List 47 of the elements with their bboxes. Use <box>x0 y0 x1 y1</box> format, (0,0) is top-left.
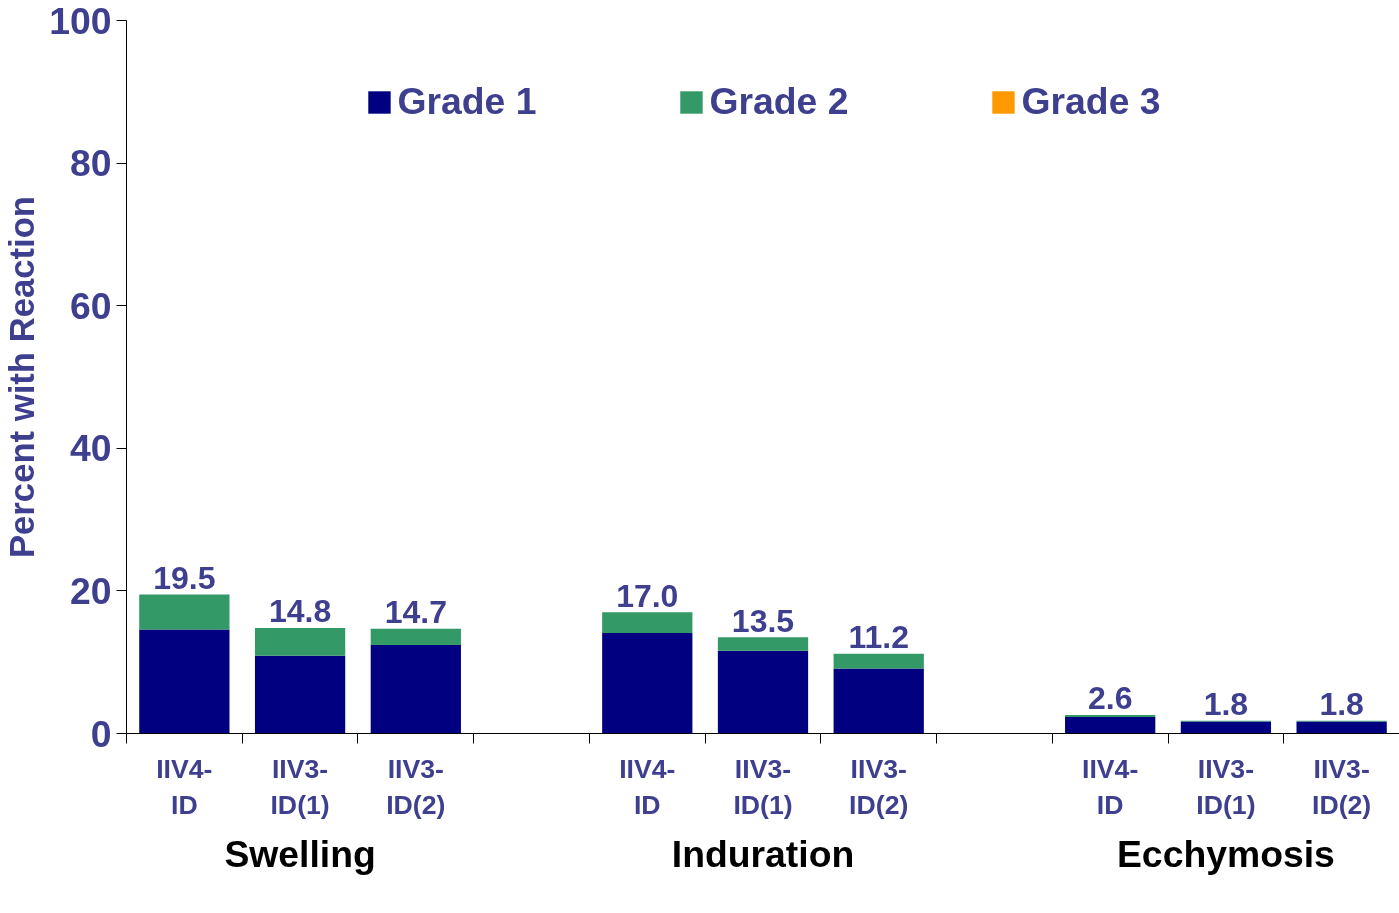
total-label: 19.5 <box>153 559 216 596</box>
total-label: 1.8 <box>1203 685 1249 722</box>
x-tick-label: IIV4- ID <box>1082 753 1139 820</box>
y-tick-label: 20 <box>69 569 112 612</box>
bar <box>717 637 809 651</box>
total-label: 14.7 <box>384 593 447 630</box>
bar <box>139 594 230 630</box>
x-tick-label: IIV3- ID(2) <box>386 753 446 820</box>
bar <box>602 612 693 633</box>
bar <box>139 629 230 734</box>
total-label: 14.8 <box>268 593 332 630</box>
text: Induration <box>671 832 855 875</box>
bar <box>1180 721 1272 734</box>
x-tick-label: IIV4- ID <box>156 753 213 820</box>
y-tick-label: 0 <box>90 712 112 755</box>
bar <box>1065 717 1156 734</box>
legend-label: Grade 3 <box>1021 80 1161 123</box>
y-tick-label: 80 <box>69 142 112 185</box>
x-tick-label: IIV4- ID <box>619 753 676 820</box>
x-tick-label: IIV3- ID(1) <box>270 753 330 820</box>
bar <box>254 627 346 656</box>
text: Swelling <box>224 832 376 875</box>
bar <box>602 632 693 734</box>
x-tick-label: IIV3- ID(2) <box>849 753 909 820</box>
total-label: 13.5 <box>731 602 795 639</box>
total-label: 17.0 <box>616 577 679 614</box>
y-axis-title: Percent with Reaction <box>3 195 42 559</box>
y-tick-label: 100 <box>49 0 112 42</box>
bar <box>833 668 924 734</box>
total-label: 11.2 <box>848 618 909 655</box>
total-label: 1.8 <box>1319 685 1364 722</box>
bar <box>833 653 924 669</box>
bar <box>254 655 346 734</box>
bar <box>1296 721 1387 734</box>
x-tick-label: IIV3- ID(1) <box>1196 753 1256 820</box>
bar <box>370 628 461 646</box>
legend-label: Grade 2 <box>709 80 849 123</box>
text: Ecchymosis <box>1116 832 1335 875</box>
y-tick-label: 60 <box>69 284 112 327</box>
bar <box>1065 714 1156 718</box>
x-tick-label: IIV3- ID(2) <box>1312 753 1372 820</box>
bar <box>717 650 809 734</box>
legend-label: Grade 1 <box>397 80 537 123</box>
x-tick-label: IIV3- ID(1) <box>733 753 793 820</box>
bar <box>370 645 461 734</box>
y-tick-label: 40 <box>69 427 112 470</box>
total-label: 2.6 <box>1087 680 1133 717</box>
